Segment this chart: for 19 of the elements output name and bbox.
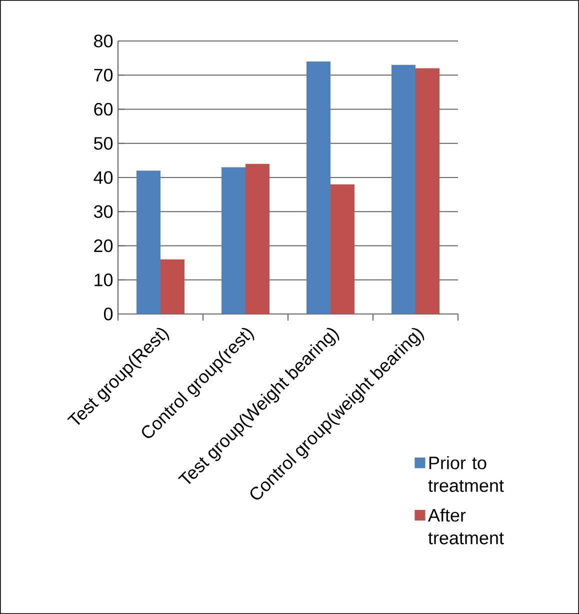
- y-tick-label: 10: [94, 274, 113, 286]
- bar: [416, 68, 440, 314]
- legend-label: After treatment: [428, 508, 504, 544]
- bar: [246, 164, 270, 314]
- legend-label: Prior to treatment: [428, 456, 504, 492]
- y-tick-label: 0: [104, 308, 113, 320]
- y-tick-label: 50: [94, 137, 113, 150]
- y-tick-label: 60: [94, 102, 113, 116]
- bar: [136, 170, 160, 314]
- bar: [222, 167, 246, 314]
- y-tick-label: 80: [94, 34, 113, 48]
- y-tick-label: 40: [94, 171, 113, 184]
- y-tick-label: 30: [94, 205, 113, 218]
- bar: [330, 184, 354, 314]
- bar: [160, 259, 184, 314]
- y-tick-label: 20: [94, 239, 113, 252]
- y-tick-label: 70: [94, 68, 113, 82]
- bar: [392, 64, 416, 314]
- bar: [306, 61, 330, 314]
